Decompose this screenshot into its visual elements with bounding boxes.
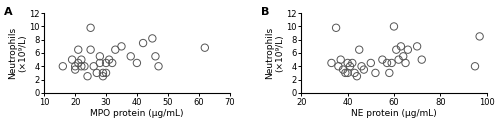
Point <box>355 49 363 51</box>
Point <box>139 42 147 44</box>
Point <box>96 62 104 64</box>
Point <box>378 59 386 61</box>
Point <box>399 55 407 57</box>
Point <box>86 49 94 51</box>
Point <box>71 69 79 71</box>
Point <box>99 75 107 77</box>
Point <box>383 62 391 64</box>
Point <box>90 65 98 67</box>
Point <box>99 72 107 74</box>
Point <box>404 49 412 51</box>
Point <box>348 62 356 64</box>
Point <box>344 72 351 74</box>
Text: A: A <box>4 7 12 17</box>
Point <box>93 72 101 74</box>
Point <box>392 49 400 51</box>
Point <box>358 65 366 67</box>
Point <box>78 59 86 61</box>
Point <box>59 65 67 67</box>
Point <box>402 62 409 64</box>
Point <box>84 75 92 77</box>
Point <box>102 62 110 64</box>
Point <box>476 35 484 37</box>
Point <box>367 62 375 64</box>
Point <box>346 65 354 67</box>
Point <box>372 72 380 74</box>
Point <box>471 65 479 67</box>
Point <box>68 59 76 61</box>
Point <box>418 59 426 61</box>
Point <box>102 72 110 74</box>
Point <box>344 62 351 64</box>
Point <box>388 62 396 64</box>
Point <box>397 45 405 47</box>
Point <box>342 72 349 74</box>
Point <box>78 65 86 67</box>
Point <box>328 62 336 64</box>
Point <box>86 27 94 29</box>
Point <box>350 72 358 74</box>
Point <box>339 69 347 71</box>
Point <box>152 55 160 57</box>
Point <box>74 49 82 51</box>
Point <box>334 65 342 67</box>
Text: B: B <box>260 7 269 17</box>
Point <box>332 27 340 29</box>
Point <box>353 75 361 77</box>
Point <box>413 45 421 47</box>
Point <box>336 59 344 61</box>
Point <box>126 55 134 57</box>
Point <box>96 55 104 57</box>
Point <box>108 62 116 64</box>
Point <box>71 65 79 67</box>
Y-axis label: Neutrophils
(×10⁹/L): Neutrophils (×10⁹/L) <box>8 27 28 79</box>
X-axis label: NE protein (μg/mL): NE protein (μg/mL) <box>351 109 437 118</box>
Point <box>105 59 113 61</box>
Point <box>80 65 88 67</box>
Point <box>133 62 141 64</box>
Point <box>201 47 209 49</box>
Point <box>394 59 402 61</box>
Point <box>118 45 126 47</box>
Point <box>360 69 368 71</box>
Point <box>112 49 120 51</box>
Point <box>154 65 162 67</box>
Point <box>390 25 398 27</box>
Point <box>148 37 156 39</box>
Point <box>386 72 394 74</box>
X-axis label: MPO protein (μg/mL): MPO protein (μg/mL) <box>90 109 184 118</box>
Point <box>74 62 82 64</box>
Y-axis label: Neutrophils
(×10⁹/L): Neutrophils (×10⁹/L) <box>265 27 284 79</box>
